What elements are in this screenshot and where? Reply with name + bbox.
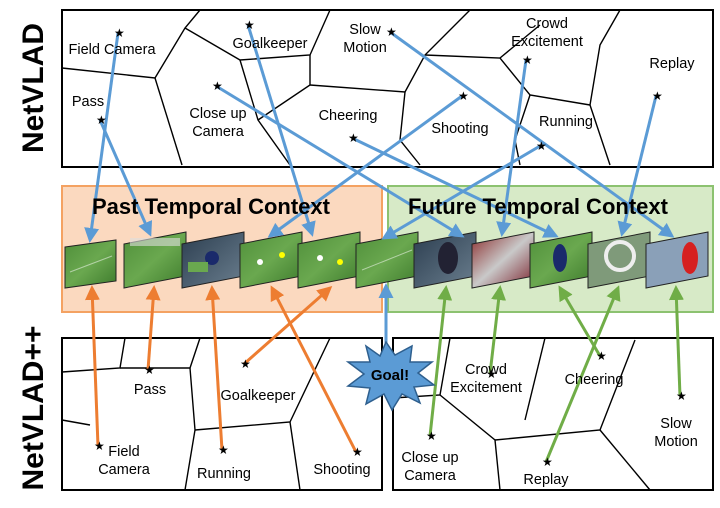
future-label-close-up-1: Close up (401, 450, 458, 466)
netvlad-arrows (84, 24, 675, 374)
future-arrow-close-up (428, 285, 453, 437)
frame-11 (645, 231, 709, 289)
past-arrow-pass (145, 285, 161, 371)
future-arrows (428, 285, 684, 463)
top-label-close-up-1: Close up (189, 106, 246, 122)
star-slow-motion: ★ (386, 25, 397, 39)
future-arrow-replay (544, 285, 621, 463)
top-label-crowd-2: Excitement (511, 34, 583, 50)
star-cheering-top: ★ (348, 131, 359, 145)
netvlad-pp-past-panel (61, 337, 383, 491)
top-label-cheering: Cheering (319, 108, 378, 124)
frame-strip (64, 231, 709, 289)
future-label-slow-motion-2: Motion (654, 434, 698, 450)
arrow-pass (98, 119, 153, 237)
star-shooting-bottom: ★ (352, 445, 363, 459)
arrow-field-camera (84, 32, 120, 243)
star-crowd-bottom: ★ (486, 367, 497, 381)
goal-burst: Goal! (345, 340, 436, 412)
frame-3 (181, 231, 245, 289)
past-label-pass: Pass (134, 382, 166, 398)
past-arrow-goalkeeper (243, 286, 333, 366)
top-label-crowd-1: Crowd (526, 16, 568, 32)
top-label-field-camera: Field Camera (68, 42, 156, 58)
future-label-cheering: Cheering (565, 372, 624, 388)
star-goalkeeper: ★ (244, 18, 255, 32)
star-slow-motion-bottom: ★ (676, 389, 687, 403)
netvlad-cluster-labels: Field Camera Goalkeeper Slow Motion Crow… (68, 16, 695, 140)
future-label-crowd-2: Excitement (450, 380, 522, 396)
netvlad-top-voronoi (61, 9, 621, 166)
netvlad-pp-future-panel (392, 337, 714, 491)
past-arrow-running (205, 285, 224, 451)
netvlad-pp-future-labels: Crowd Excitement Cheering Slow Motion Cl… (401, 362, 697, 488)
future-arrow-cheering (558, 285, 602, 357)
arrow-running (381, 144, 541, 240)
star-replay-bottom: ★ (542, 455, 553, 469)
past-arrow-field-camera (84, 285, 100, 447)
past-label-field-2: Camera (98, 462, 151, 478)
star-close-up-bottom: ★ (426, 429, 437, 443)
star-goalkeeper-bottom: ★ (240, 357, 251, 371)
star-field-camera-bottom: ★ (94, 439, 105, 453)
top-label-slow-motion-2: Motion (343, 40, 387, 56)
netvlad-pp-past-labels: Pass Goalkeeper Field Camera Running Sho… (98, 382, 370, 482)
top-label-running: Running (539, 114, 593, 130)
arrow-close-up (215, 84, 465, 238)
past-label-running: Running (197, 466, 251, 482)
arrow-crowd (496, 59, 528, 237)
star-replay-top: ★ (652, 89, 663, 103)
star-pass-top: ★ (96, 113, 107, 127)
past-label-shooting: Shooting (313, 462, 370, 478)
future-arrow-crowd (488, 285, 507, 375)
arrow-goalkeeper (246, 24, 316, 237)
star-running-top: ★ (536, 139, 547, 153)
arrow-shooting (267, 94, 463, 238)
past-context-title: Past Temporal Context (92, 194, 330, 219)
goal-burst-shape (345, 340, 436, 412)
cluster-stars: ★ ★ ★ ★ ★ ★ ★ ★ ★ ★ ★ ★ ★ ★ ★ ★ ★ ★ ★ ★ (94, 18, 687, 469)
netvlad-top-panel (61, 9, 714, 168)
future-arrow-slow-mo (668, 285, 684, 397)
top-label-close-up-2: Camera (192, 124, 245, 140)
top-label-pass: Pass (72, 94, 104, 110)
past-label-field-1: Field (108, 444, 139, 460)
star-close-up-top: ★ (212, 79, 223, 93)
top-label-replay: Replay (649, 56, 695, 72)
future-label-crowd-1: Crowd (465, 362, 507, 378)
netvlad-pp-past-voronoi (61, 337, 331, 491)
future-label-close-up-2: Camera (404, 468, 457, 484)
star-pass-bottom: ★ (144, 363, 155, 377)
past-arrows (84, 285, 358, 453)
past-label-goalkeeper: Goalkeeper (221, 388, 296, 404)
arrow-replay (617, 95, 658, 237)
future-context-title: Future Temporal Context (408, 194, 668, 219)
star-shooting-top: ★ (458, 89, 469, 103)
top-label-goalkeeper: Goalkeeper (233, 36, 308, 52)
past-arrow-shooting (270, 285, 358, 453)
star-running-bottom: ★ (218, 443, 229, 457)
star-field-camera: ★ (114, 26, 125, 40)
star-cheering-bottom: ★ (596, 349, 607, 363)
star-crowd-top: ★ (522, 53, 533, 67)
arrow-cheering (351, 136, 559, 238)
future-label-replay: Replay (523, 472, 569, 488)
goal-label: Goal! (371, 367, 409, 384)
arrow-slow-motion (389, 30, 675, 238)
top-label-slow-motion-1: Slow (349, 22, 381, 38)
top-label-shooting: Shooting (431, 121, 488, 137)
netvlad-pp-future-border (392, 337, 714, 491)
future-label-slow-motion-1: Slow (660, 416, 692, 432)
netvlad-pp-past-border (61, 337, 383, 491)
frame-1 (64, 239, 117, 289)
